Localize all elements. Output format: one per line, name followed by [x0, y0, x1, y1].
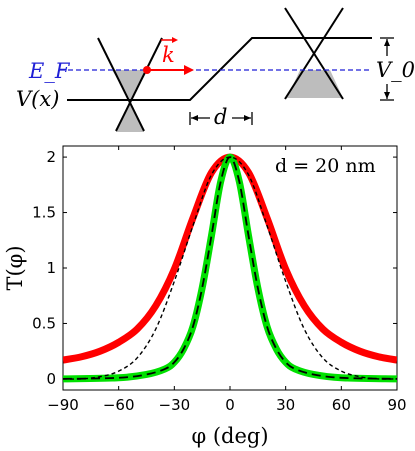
- y-tick-label-3: 1.5: [32, 204, 56, 222]
- fermi-label: E_F: [28, 59, 71, 83]
- wavevector-label: k: [162, 43, 175, 67]
- x-tick-label-3: 0: [225, 396, 235, 414]
- annotation: d = 20 nm: [275, 155, 376, 177]
- left-cone-filled-upper: [112, 70, 148, 100]
- width-arrowhead-right: [244, 115, 251, 121]
- height-arrowhead-top: [384, 39, 390, 46]
- schematic: E_F V(x) k d V_0: [16, 7, 415, 132]
- width-arrowhead-left: [191, 115, 198, 121]
- y-tick-label-1: 0.5: [32, 314, 56, 332]
- barrier-label: V_0: [376, 58, 415, 82]
- x-tick-label-4: 30: [276, 396, 295, 414]
- wavevector-vector-mark-head: [172, 37, 178, 43]
- plot-frame: [62, 145, 398, 391]
- axis-ticks: [62, 146, 398, 390]
- y-tick-label-0: 0: [46, 370, 56, 388]
- x-tick-label-2: −30: [159, 396, 191, 414]
- potential-label: V(x): [16, 87, 59, 111]
- series-3-line: [63, 156, 397, 380]
- series-layer: [63, 153, 397, 383]
- y-tick-label-2: 1: [46, 259, 56, 277]
- y-tick-label-4: 2: [46, 148, 56, 166]
- left-cone-line-b: [115, 37, 163, 132]
- height-arrowhead-bottom: [384, 92, 390, 99]
- y-axis-label: T(φ): [3, 245, 27, 290]
- wavevector-arrowhead: [184, 65, 194, 75]
- potential-profile: [67, 37, 372, 101]
- x-tick-label-1: −60: [103, 396, 135, 414]
- x-axis-label: φ (deg): [191, 424, 268, 448]
- x-tick-label-6: 90: [387, 396, 406, 414]
- left-cone-line-a: [97, 37, 145, 132]
- series-0-line: [63, 153, 397, 364]
- width-label: d: [214, 105, 227, 129]
- left-cone-filled-lower: [116, 100, 144, 132]
- tick-labels: −90 −60 −30 0 30 60 90 0 0.5 1 1.5 2: [32, 148, 406, 414]
- x-tick-label-5: 60: [332, 396, 351, 414]
- plot: −90 −60 −30 0 30 60 90 0 0.5 1 1.5 2 d = 20 nm φ (d…: [3, 145, 407, 448]
- right-cone-line-b: [284, 7, 344, 100]
- x-tick-label-0: −90: [47, 396, 79, 414]
